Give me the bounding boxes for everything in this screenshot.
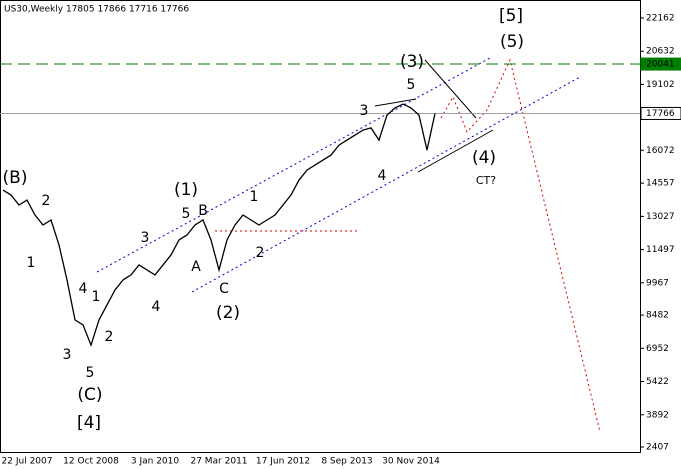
channel-lines: [96, 57, 601, 433]
wave-label: 2: [42, 193, 51, 209]
wave-label: 4: [378, 168, 387, 184]
wave-label: 3: [63, 347, 72, 363]
wave-label: (5): [500, 32, 524, 52]
wave-label: (3): [400, 52, 424, 72]
wave-label: (2): [216, 303, 240, 323]
y-tick-label: 17766: [646, 109, 675, 119]
x-tick-label: 12 Oct 2008: [63, 457, 119, 467]
x-tick-label: 3 Jan 2010: [131, 457, 179, 467]
trend-line: [424, 59, 477, 119]
wave-label: [5]: [499, 6, 523, 26]
y-tick-label: 19102: [646, 80, 675, 90]
x-tick-label: 22 Jul 2007: [2, 457, 53, 467]
wave-label: (4): [472, 148, 496, 168]
chart-title: US30,Weekly 17805 17866 17716 17766: [4, 5, 189, 15]
wave-label: 5: [86, 365, 95, 381]
y-tick-label: 8482: [646, 311, 669, 321]
y-tick-label: 5422: [646, 377, 669, 387]
y-tick-label: 6952: [646, 344, 669, 354]
y-tick-label: 16072: [646, 146, 675, 156]
trend-line: [417, 129, 494, 173]
x-tick-label: 8 Sep 2013: [321, 457, 372, 467]
wave-label: [4]: [77, 413, 101, 433]
price-box: [640, 106, 681, 120]
wave-label: 1: [27, 255, 36, 271]
wave-label: 1: [250, 189, 259, 205]
wave-label: 2: [105, 329, 114, 345]
wave-label: (B): [3, 168, 28, 188]
wave-label: B: [198, 203, 208, 219]
y-tick-label: 2407: [646, 443, 669, 453]
wave-label: 1: [92, 289, 101, 305]
plot-frame: [0, 0, 641, 453]
y-tick-label: 22162: [646, 14, 675, 24]
wave-label: 5: [182, 206, 191, 222]
x-tick-label: 30 Nov 2014: [382, 457, 440, 467]
wave-label: CT?: [476, 174, 496, 187]
y-tick-label: 13027: [646, 212, 675, 222]
wave-label: 3: [141, 230, 150, 246]
y-tick-label: 9967: [646, 278, 669, 288]
y-tick-label: 14557: [646, 179, 675, 189]
x-tick-label: 17 Jun 2012: [256, 457, 310, 467]
x-tick-label: 27 Mar 2011: [190, 457, 247, 467]
trend-line: [374, 98, 417, 107]
wave-label: 4: [152, 299, 161, 315]
price-line: [2, 103, 436, 348]
wave-label: 5: [407, 77, 416, 93]
y-tick-label: 20041: [646, 60, 675, 70]
y-tick-label: 3892: [646, 410, 669, 420]
price-box: [640, 57, 681, 71]
wave-label: (1): [174, 180, 198, 200]
channel-lower: [191, 76, 581, 293]
wave-label: 2: [256, 245, 265, 261]
wave-label: 3: [360, 103, 369, 119]
y-tick-label: 11497: [646, 245, 675, 255]
wave-label: 4: [79, 281, 88, 297]
projection: [440, 58, 601, 433]
y-tick-label: 20632: [646, 47, 675, 57]
wave-label: (C): [77, 385, 102, 405]
wave-label: C: [219, 281, 229, 297]
wave-label: A: [191, 259, 201, 275]
